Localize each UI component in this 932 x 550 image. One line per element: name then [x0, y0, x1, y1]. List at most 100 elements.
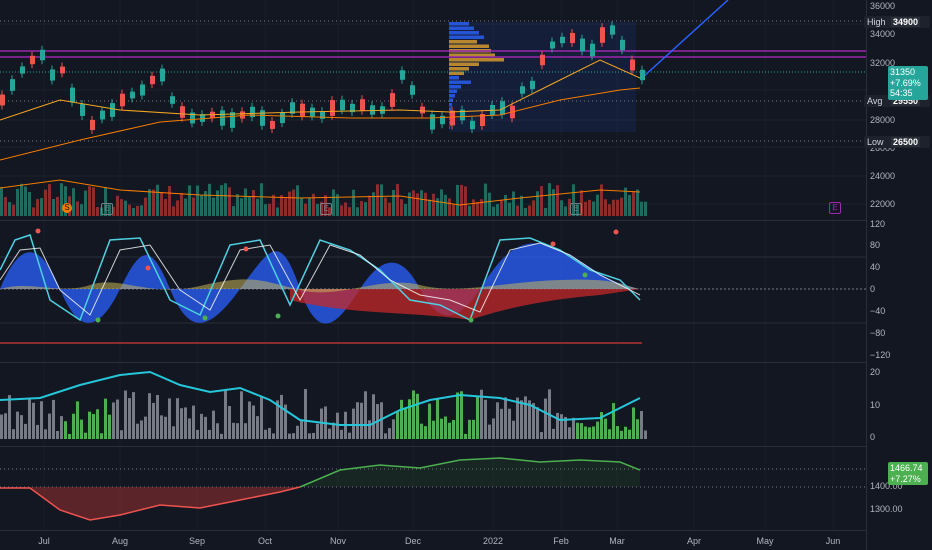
volume-bar — [468, 205, 471, 216]
osc3-tick: 1400.00 — [870, 481, 903, 491]
volume-profile-bar — [449, 94, 455, 98]
price-tick: 28000 — [870, 115, 896, 125]
volume-bar — [224, 183, 227, 216]
volume-bar — [292, 189, 295, 216]
volume-bar — [520, 195, 523, 216]
volume-profile-bar — [449, 80, 471, 84]
volume-bar — [624, 187, 627, 216]
histogram-bar — [416, 393, 419, 439]
histogram-bar — [632, 407, 635, 439]
candle-body — [350, 103, 355, 113]
volume-bar — [140, 205, 143, 216]
pane-divider[interactable] — [0, 446, 866, 447]
candle-body — [140, 84, 145, 96]
line-negative — [0, 486, 301, 521]
histogram-bar — [100, 433, 103, 439]
split-icon[interactable]: S — [62, 203, 72, 213]
wave-line — [0, 234, 641, 322]
histogram-bar — [216, 423, 219, 439]
histogram-bar — [364, 391, 367, 439]
dividend-icon[interactable]: E — [570, 203, 582, 215]
candle-body — [580, 38, 585, 52]
osc1-tick: −80 — [870, 328, 886, 338]
candle-body — [340, 99, 345, 111]
histogram-bar — [204, 416, 207, 439]
histogram-bar — [32, 402, 35, 439]
volume-bar — [380, 184, 383, 216]
volume-bar — [228, 187, 231, 216]
high-label: High — [867, 17, 886, 27]
histogram-bar — [224, 389, 227, 439]
histogram-bar — [136, 423, 139, 439]
histogram-bar — [244, 423, 247, 439]
volume-profile-bar — [449, 76, 459, 80]
dividend-icon[interactable]: E — [101, 203, 113, 215]
volume-profile-bar — [449, 67, 469, 71]
time-label: Nov — [329, 536, 347, 546]
histogram-bar — [180, 408, 183, 439]
volume-bar — [132, 207, 135, 216]
histogram-bar — [604, 418, 607, 439]
candle-body — [590, 43, 595, 57]
histogram-bar — [200, 413, 203, 439]
candle-body — [260, 110, 265, 126]
volume-bar — [72, 188, 75, 216]
dividend-icon[interactable]: E — [320, 203, 332, 215]
pane-divider[interactable] — [0, 362, 866, 363]
osc3-last-change: +7.27% — [890, 473, 921, 484]
histogram-bar — [440, 418, 443, 439]
time-label: Sep — [188, 536, 206, 546]
volume-bar — [348, 207, 351, 216]
volume-bar — [408, 192, 411, 216]
histogram-bar — [212, 410, 215, 439]
histogram-bar — [476, 396, 479, 439]
volume-bar — [284, 198, 287, 216]
histogram-bar — [320, 408, 323, 439]
volume-bar — [396, 183, 399, 216]
histogram-bar — [220, 433, 223, 439]
volume-profile-bar — [449, 40, 477, 44]
price-tick: 24000 — [870, 171, 896, 181]
histogram-bar — [72, 413, 75, 439]
histogram-bar — [448, 422, 451, 439]
histogram-bar — [424, 426, 427, 439]
price-tick: 22000 — [870, 199, 896, 209]
histogram-bar — [592, 426, 595, 439]
histogram-bar — [552, 428, 555, 439]
volume-bar — [516, 205, 519, 216]
candle-body — [200, 114, 205, 122]
candle-body — [280, 112, 285, 124]
pane-divider[interactable] — [0, 220, 866, 221]
volume-bar — [220, 185, 223, 216]
time-label: Dec — [404, 536, 422, 546]
histogram-bar — [644, 430, 647, 439]
histogram-bar — [492, 418, 495, 439]
histogram-bar — [20, 415, 23, 439]
earnings-icon[interactable]: E — [829, 202, 841, 214]
histogram-bar — [132, 392, 135, 439]
volume-bar — [304, 203, 307, 216]
osc3-last-tag: 1466.74 +7.27% — [888, 462, 928, 485]
histogram-bar — [624, 426, 627, 439]
candle-body — [150, 75, 155, 85]
volume-bar — [584, 201, 587, 216]
histogram-bar — [640, 411, 643, 439]
volume-bar — [548, 183, 551, 216]
histogram-bar — [356, 402, 359, 439]
histogram-bar — [228, 405, 231, 439]
volume-bar — [604, 199, 607, 216]
histogram-bar — [452, 419, 455, 439]
volume-bar — [444, 194, 447, 216]
volume-bar — [420, 190, 423, 216]
volume-bar — [192, 197, 195, 216]
volume-bar — [232, 206, 235, 216]
volume-bar — [236, 194, 239, 216]
histogram-bar — [144, 416, 147, 439]
volume-bar — [160, 192, 163, 216]
volume-bar — [636, 189, 639, 216]
right-price-axis[interactable] — [866, 0, 932, 550]
volume-bar — [76, 201, 79, 216]
histogram-bar — [184, 407, 187, 439]
volume-bar — [152, 189, 155, 216]
